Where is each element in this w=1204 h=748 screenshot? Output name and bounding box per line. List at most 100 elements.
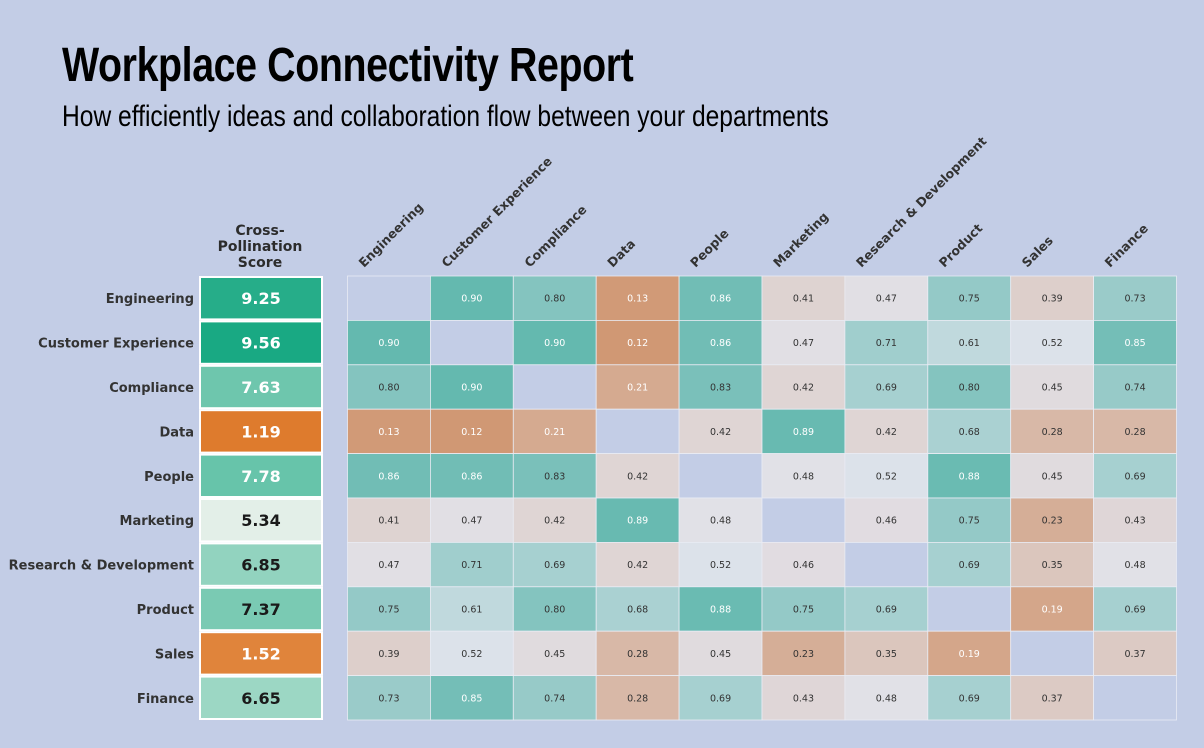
score-cell [199, 542, 323, 587]
matrix-cell [595, 275, 680, 321]
matrix-cell [347, 408, 431, 455]
matrix-value: 0.28 [1124, 427, 1145, 438]
score-header-line: Pollination [218, 239, 303, 255]
report-title: Workplace Connectivity Report [62, 39, 634, 92]
matrix-value: 0.89 [627, 516, 648, 527]
matrix-cell [844, 319, 929, 366]
matrix-value: 0.86 [710, 294, 731, 305]
matrix-cell [347, 542, 431, 588]
matrix-value: 0.48 [1124, 560, 1145, 571]
score-value: 9.25 [241, 289, 280, 308]
score-cell [199, 675, 323, 720]
score-value: 5.34 [241, 511, 280, 530]
matrix-cell [678, 542, 763, 588]
matrix-value: 0.69 [876, 605, 897, 616]
matrix-value: 0.80 [378, 383, 399, 394]
matrix-value: 0.69 [710, 693, 731, 704]
matrix-cell [347, 586, 431, 632]
matrix-value: 0.47 [793, 338, 814, 349]
column-label: Marketing [770, 209, 831, 270]
matrix-cell [761, 586, 846, 632]
matrix-cell [844, 364, 929, 410]
matrix-cell [512, 675, 597, 721]
matrix-cell [761, 364, 846, 410]
row-label: Compliance [109, 381, 194, 396]
matrix-cell [1010, 497, 1095, 543]
matrix-value: 0.45 [1042, 471, 1063, 482]
matrix-cell [927, 542, 1012, 588]
row-label: Customer Experience [38, 337, 194, 352]
matrix-value: 0.42 [710, 427, 731, 438]
matrix-value: 0.52 [876, 471, 897, 482]
matrix-cell-diagonal [512, 364, 597, 410]
matrix-cell [761, 675, 846, 721]
matrix-value: 0.43 [793, 693, 814, 704]
matrix-value: 0.45 [710, 649, 731, 660]
matrix-value: 0.19 [959, 649, 980, 660]
matrix-cell [595, 675, 680, 721]
matrix-cell-diagonal [595, 408, 680, 455]
matrix-cell [1093, 630, 1177, 677]
matrix-value: 0.90 [461, 294, 482, 305]
matrix-value: 0.41 [378, 516, 399, 527]
matrix-value: 0.74 [544, 693, 565, 704]
matrix-cell [429, 497, 514, 543]
score-cell [199, 453, 323, 499]
matrix-value: 0.69 [1124, 605, 1145, 616]
matrix-cell [678, 630, 763, 677]
matrix-cell-diagonal [678, 453, 763, 499]
matrix-cell [844, 275, 929, 321]
matrix-cell [678, 275, 763, 321]
matrix-value: 0.86 [461, 471, 482, 482]
matrix-value: 0.80 [544, 605, 565, 616]
matrix-value: 0.69 [876, 383, 897, 394]
row-label: Marketing [120, 514, 194, 529]
matrix-cell [429, 586, 514, 632]
matrix-value: 0.45 [544, 649, 565, 660]
matrix-value: 0.69 [959, 560, 980, 571]
matrix-value: 0.69 [1124, 471, 1145, 482]
matrix-value: 0.39 [1042, 294, 1063, 305]
matrix-value: 0.28 [627, 649, 648, 660]
score-value: 1.19 [241, 422, 280, 441]
matrix-cell [1093, 408, 1177, 455]
matrix-value: 0.37 [1042, 693, 1063, 704]
matrix-value: 0.85 [1124, 338, 1145, 349]
matrix-cell [1010, 408, 1095, 455]
matrix-value: 0.23 [793, 649, 814, 660]
score-cell [199, 409, 323, 454]
matrix-cell-diagonal [927, 586, 1012, 632]
matrix-cell [512, 542, 597, 588]
matrix-cell [1010, 364, 1095, 410]
matrix-cell [927, 453, 1012, 499]
matrix-value: 0.61 [959, 338, 980, 349]
matrix-value: 0.61 [461, 605, 482, 616]
matrix-value: 0.21 [627, 383, 648, 394]
matrix-cell [1010, 542, 1095, 588]
matrix-cell [595, 364, 680, 410]
column-label: Compliance [521, 202, 589, 270]
matrix-value: 0.52 [461, 649, 482, 660]
matrix-value: 0.74 [1124, 383, 1145, 394]
matrix-value: 0.73 [378, 693, 399, 704]
matrix-cell-diagonal [1093, 675, 1177, 721]
matrix-value: 0.71 [461, 560, 482, 571]
score-value: 9.56 [241, 334, 280, 353]
score-cell [199, 586, 323, 632]
matrix-cell [761, 453, 846, 499]
matrix-cell-diagonal [1010, 630, 1095, 677]
matrix-value: 0.48 [710, 516, 731, 527]
matrix-value: 0.73 [1124, 294, 1145, 305]
matrix-cell [595, 542, 680, 588]
column-label: Product [936, 221, 986, 271]
matrix-cell [1093, 275, 1177, 321]
column-label: Data [604, 236, 638, 270]
matrix-cell [927, 675, 1012, 721]
report-subtitle: How efficiently ideas and collaboration … [62, 100, 829, 133]
matrix-value: 0.35 [876, 649, 897, 660]
matrix-value: 0.46 [876, 516, 897, 527]
matrix-value: 0.47 [876, 294, 897, 305]
column-label: People [687, 226, 732, 271]
matrix-value: 0.21 [544, 427, 565, 438]
